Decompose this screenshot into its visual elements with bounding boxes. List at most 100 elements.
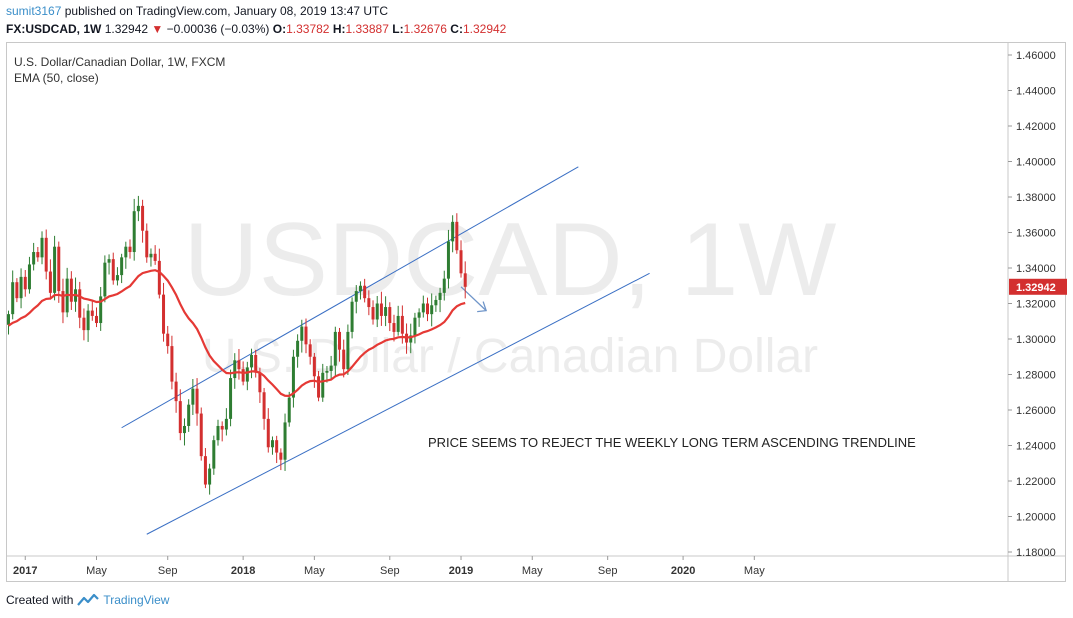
candle-body [86,310,90,331]
candle-body [69,278,73,302]
candle-body [379,303,383,316]
candle-body [329,365,333,371]
candle-body [438,292,442,300]
candle-body [296,340,300,357]
candle-body [367,298,371,308]
candle-body [442,278,446,293]
candle-body [241,369,245,382]
candle-body [237,360,241,370]
candle-body [124,246,128,258]
candle-body [451,221,455,242]
candle-body [388,307,392,324]
candle-body [40,237,44,258]
chart-frame[interactable] [6,42,1066,582]
candle-body [220,425,224,430]
symbol-label: FX:USDCAD, 1W [6,22,102,36]
candle-body [107,259,111,263]
candle-body [115,275,119,281]
open-value: 1.33782 [286,22,330,36]
candle-body [304,326,308,345]
x-tick-label: Sep [380,565,400,577]
y-tick-label: 1.30000 [1016,334,1056,346]
candle-body [338,331,342,350]
y-tick-label: 1.40000 [1016,157,1056,169]
candle-body [421,303,425,313]
candle-body [149,253,153,258]
low-label: L: [392,22,404,36]
candle-body [413,317,417,336]
candle-body [266,418,270,448]
indicator-label: EMA (50, close) [14,71,99,85]
candle-body [283,422,287,460]
candle-body [199,413,203,457]
last-price: 1.32942 [104,22,149,36]
x-tick-label: 2019 [449,565,473,577]
candle-body [308,344,312,357]
x-tick-label: 2018 [231,565,255,577]
x-tick-label: 2020 [671,565,695,577]
y-tick-label: 1.38000 [1016,192,1056,204]
candle-body [19,276,23,299]
candle-body [216,425,220,441]
open-label: O: [272,22,287,36]
candle-body [426,303,429,315]
price-change: −0.00036 (−0.03%) [166,22,270,36]
candle-body [325,370,329,373]
candle-body [354,291,358,302]
x-tick-label: May [744,565,765,577]
candle-body [463,273,467,287]
candle-body [384,307,388,316]
candle-body [358,285,362,292]
candle-body [434,299,438,306]
candle-body [132,211,136,253]
candle-body [317,376,321,398]
username-link[interactable]: sumit3167 [6,4,62,18]
candle-body [346,331,350,370]
candle-body [157,260,161,295]
candle-body [166,333,170,347]
candle-body [333,331,337,366]
tradingview-brand-link[interactable]: TradingView [103,593,170,607]
candle-body [182,425,186,434]
footer: Created with TradingView [6,593,169,607]
candle-body [48,271,52,293]
y-tick-label: 1.22000 [1016,476,1056,488]
y-tick-label: 1.26000 [1016,405,1056,417]
candle-body [212,440,216,469]
candle-body [120,257,124,276]
candle-body [15,282,19,299]
candle-body [258,372,262,393]
arrow-head [477,301,488,313]
y-tick-label: 1.44000 [1016,86,1056,98]
y-tick-label: 1.18000 [1016,547,1056,559]
x-tick-label: May [522,565,543,577]
x-tick-label: Sep [158,565,178,577]
high-value: 1.33887 [345,22,389,36]
candle-body [32,252,36,265]
y-tick-label: 1.20000 [1016,512,1056,524]
annotation-text: PRICE SEEMS TO REJECT THE WEEKLY LONG TE… [428,435,916,450]
candle-body [430,305,434,315]
down-arrow-icon: ▼ [151,22,164,36]
candle-body [350,301,354,332]
y-tick-label: 1.34000 [1016,263,1056,275]
candle-body [141,205,145,231]
last-price-label: 1.32942 [1016,282,1056,294]
candle-body [145,230,149,258]
candle-body [233,360,237,379]
close-value: 1.32942 [462,22,507,36]
publish-info: sumit3167 published on TradingView.com, … [6,4,388,18]
candle-body [312,356,316,377]
candle-body [245,367,249,382]
candle-body [287,397,291,423]
candle-body [262,392,266,419]
candle-body [254,354,258,373]
candle-body [375,303,379,320]
x-tick-label: May [86,565,107,577]
high-label: H: [332,22,346,36]
candle-body [392,323,396,332]
candle-body [279,452,283,460]
close-label: C: [450,22,463,36]
candle-body [82,317,86,331]
